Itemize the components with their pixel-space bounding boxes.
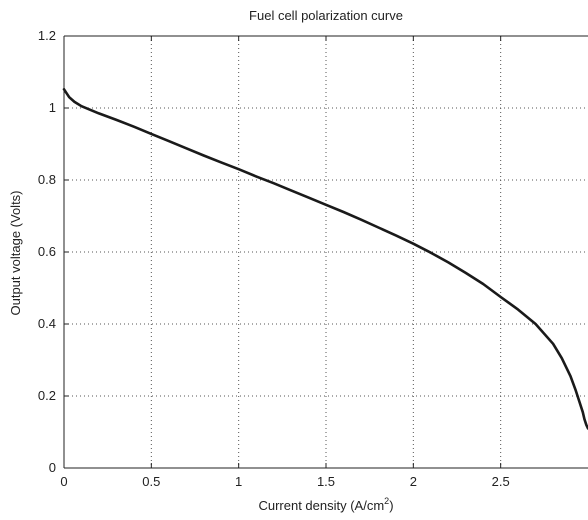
- y-tick-label: 0.4: [38, 316, 56, 331]
- x-tick-label: 2: [410, 474, 417, 489]
- y-tick-label: 1: [49, 100, 56, 115]
- y-tick-label: 0.8: [38, 172, 56, 187]
- series-layer: [62, 88, 588, 430]
- x-tick-label: 0.5: [142, 474, 160, 489]
- x-axis-label-suffix: ): [389, 498, 393, 513]
- x-tick-label: 2.5: [492, 474, 510, 489]
- x-axis-label-main: Current density (A/cm: [258, 498, 384, 513]
- tick-marks: [63, 35, 502, 469]
- x-tick-label: 1.5: [317, 474, 335, 489]
- y-tick-label: 0.6: [38, 244, 56, 259]
- x-tick-label: 0: [60, 474, 67, 489]
- chart-title: Fuel cell polarization curve: [249, 8, 403, 23]
- grid-lines: [64, 36, 588, 468]
- series-line: [62, 88, 588, 430]
- x-axis-label-superscript: 2: [384, 496, 389, 506]
- x-tick-label: 1: [235, 474, 242, 489]
- x-tick-labels: 0 0.5 1 1.5 2 2.5: [60, 474, 509, 489]
- y-tick-label: 0: [49, 460, 56, 475]
- y-tick-label: 1.2: [38, 28, 56, 43]
- y-axis-label: Output voltage (Volts): [8, 190, 23, 315]
- x-axis-label: Current density (A/cm2): [258, 496, 393, 513]
- y-tick-label: 0.2: [38, 388, 56, 403]
- y-tick-labels: 0 0.2 0.4 0.6 0.8 1 1.2: [38, 28, 56, 475]
